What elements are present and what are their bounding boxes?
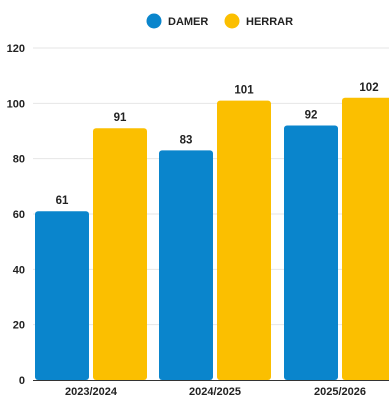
bar-damer-2023-2024 [35, 211, 89, 380]
legend-swatch [224, 13, 240, 29]
legend-label: HERRAR [246, 16, 293, 28]
legend-swatch [146, 13, 162, 29]
y-tick-label: 100 [7, 98, 25, 110]
bar-damer-2024-2025 [159, 150, 213, 380]
data-label: 61 [56, 195, 69, 207]
bar-damer-2025-2026 [284, 125, 338, 380]
y-tick-label: 40 [13, 264, 25, 276]
x-tick-label: 2024/2025 [189, 386, 241, 398]
data-label: 101 [234, 85, 254, 97]
bar-herrar-2024-2025 [217, 100, 271, 381]
data-label: 92 [305, 109, 318, 121]
legend-item-herrar: HERRAR [224, 13, 293, 29]
x-tick-label: 2025/2026 [314, 386, 366, 398]
data-label: 91 [114, 112, 127, 124]
legend-label: DAMER [168, 16, 208, 28]
data-label: 83 [180, 134, 193, 146]
data-labels: 61 91 83 101 92 102 [56, 82, 379, 207]
data-label: 102 [359, 82, 378, 94]
x-tick-label: 2023/2024 [65, 386, 118, 398]
y-tick-label: 60 [13, 209, 25, 221]
bars [35, 97, 389, 381]
y-tick-label: 0 [19, 375, 25, 387]
y-axis-ticks: 0 20 40 60 80 100 120 [7, 43, 25, 387]
bar-herrar-2023-2024 [93, 128, 147, 380]
bar-herrar-2025-2026 [342, 97, 389, 380]
legend-item-damer: DAMER [146, 13, 208, 29]
y-tick-label: 80 [13, 154, 25, 166]
y-tick-label: 120 [7, 43, 25, 55]
legend: DAMER HERRAR [146, 13, 293, 29]
x-axis-ticks: 2023/2024 2024/2025 2025/2026 [65, 386, 366, 398]
y-tick-label: 20 [13, 320, 25, 332]
